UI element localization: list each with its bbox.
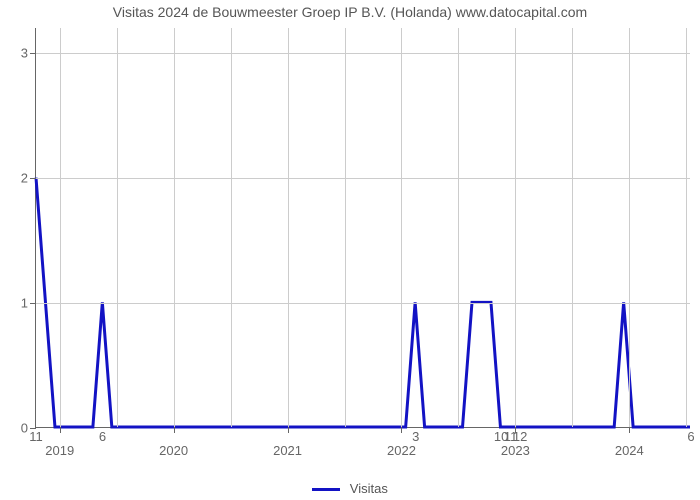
gridline-vertical bbox=[458, 28, 459, 427]
gridline-vertical bbox=[629, 28, 630, 427]
legend-swatch bbox=[312, 488, 340, 491]
gridline-horizontal bbox=[36, 178, 690, 179]
gridline-vertical bbox=[60, 28, 61, 427]
x-year-label: 2020 bbox=[159, 443, 188, 458]
x-point-label: 12 bbox=[513, 429, 527, 444]
x-point-label: 11 bbox=[29, 429, 43, 444]
x-tick-mark bbox=[174, 427, 175, 433]
x-tick-mark bbox=[629, 427, 630, 433]
legend: Visitas bbox=[0, 481, 700, 496]
gridline-horizontal bbox=[36, 53, 690, 54]
x-point-label: 3 bbox=[412, 429, 419, 444]
chart-container: Visitas 2024 de Bouwmeester Groep IP B.V… bbox=[0, 0, 700, 500]
gridline-vertical bbox=[686, 28, 687, 427]
chart-title: Visitas 2024 de Bouwmeester Groep IP B.V… bbox=[0, 4, 700, 20]
x-tick-mark bbox=[60, 427, 61, 433]
y-tick-mark bbox=[30, 178, 36, 179]
gridline-vertical bbox=[117, 28, 118, 427]
line-series bbox=[36, 28, 690, 427]
gridline-vertical bbox=[231, 28, 232, 427]
x-year-label: 2024 bbox=[615, 443, 644, 458]
y-tick-mark bbox=[30, 53, 36, 54]
legend-label: Visitas bbox=[350, 481, 388, 496]
gridline-vertical bbox=[345, 28, 346, 427]
x-year-label: 2019 bbox=[45, 443, 74, 458]
gridline-horizontal bbox=[36, 303, 690, 304]
x-year-label: 2021 bbox=[273, 443, 302, 458]
y-tick-label: 0 bbox=[21, 421, 28, 436]
gridline-vertical bbox=[288, 28, 289, 427]
gridline-vertical bbox=[174, 28, 175, 427]
y-tick-mark bbox=[30, 303, 36, 304]
gridline-vertical bbox=[572, 28, 573, 427]
x-tick-mark bbox=[288, 427, 289, 433]
x-point-label: 6 bbox=[687, 429, 694, 444]
plot-area: 012311631011126201920202021202220232024 bbox=[35, 28, 690, 428]
x-year-label: 2022 bbox=[387, 443, 416, 458]
x-tick-mark bbox=[401, 427, 402, 433]
gridline-vertical bbox=[515, 28, 516, 427]
gridline-vertical bbox=[401, 28, 402, 427]
y-tick-label: 2 bbox=[21, 171, 28, 186]
x-point-label: 6 bbox=[99, 429, 106, 444]
x-year-label: 2023 bbox=[501, 443, 530, 458]
y-tick-label: 3 bbox=[21, 46, 28, 61]
y-tick-label: 1 bbox=[21, 296, 28, 311]
